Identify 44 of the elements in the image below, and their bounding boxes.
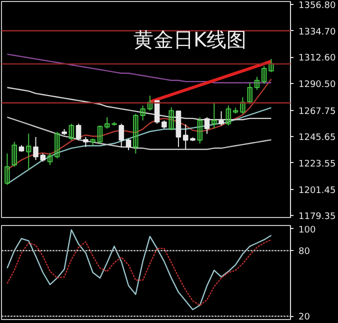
candlestick [140,105,146,121]
candlestick [76,123,82,141]
y-tick-label: 1245.65 [298,133,336,144]
line-series [6,239,272,306]
candlestick [218,110,224,126]
candlestick [54,131,60,159]
candlestick [112,121,117,126]
y-tick-label: 80 [298,247,310,258]
candlestick [232,107,238,114]
candlestick [97,125,103,144]
candlestick [90,138,96,146]
y-tick-label: 1356.80 [298,0,336,11]
candlestick [126,138,132,151]
y-tick-label: 1267.75 [298,106,336,117]
candlestick [204,116,210,134]
candlestick [12,141,17,168]
candlestick [182,124,188,150]
candlestick [118,123,124,148]
candlestick [247,82,252,105]
candlestick [268,58,274,73]
candlestick [254,76,260,90]
text: 黄金日K线图 [134,28,247,52]
y-tick-label: 1312.60 [298,54,336,64]
candlestick [133,113,138,154]
y-tick-label: 1179.35 [298,212,336,222]
y-tick-label: 1334.70 [298,27,336,38]
candlestick [226,105,232,126]
y-tick-label: 1290.50 [298,80,336,90]
candlestick [4,153,10,186]
y-tick-label: 1223.55 [298,159,336,170]
line-series [6,229,272,310]
candlestick [104,116,110,130]
candlestick [47,152,53,166]
candlestick [168,106,174,131]
candlestick [197,116,203,144]
line-series [6,116,272,150]
candlestick [83,136,88,148]
candlestick [26,133,32,170]
candlestick [261,66,267,84]
y-tick-label: 100 [298,225,316,236]
y-tick-label: 1201.45 [298,186,336,196]
y-tick-label: 20 [298,312,310,323]
candlestick [68,123,74,141]
candlestick [212,102,217,130]
